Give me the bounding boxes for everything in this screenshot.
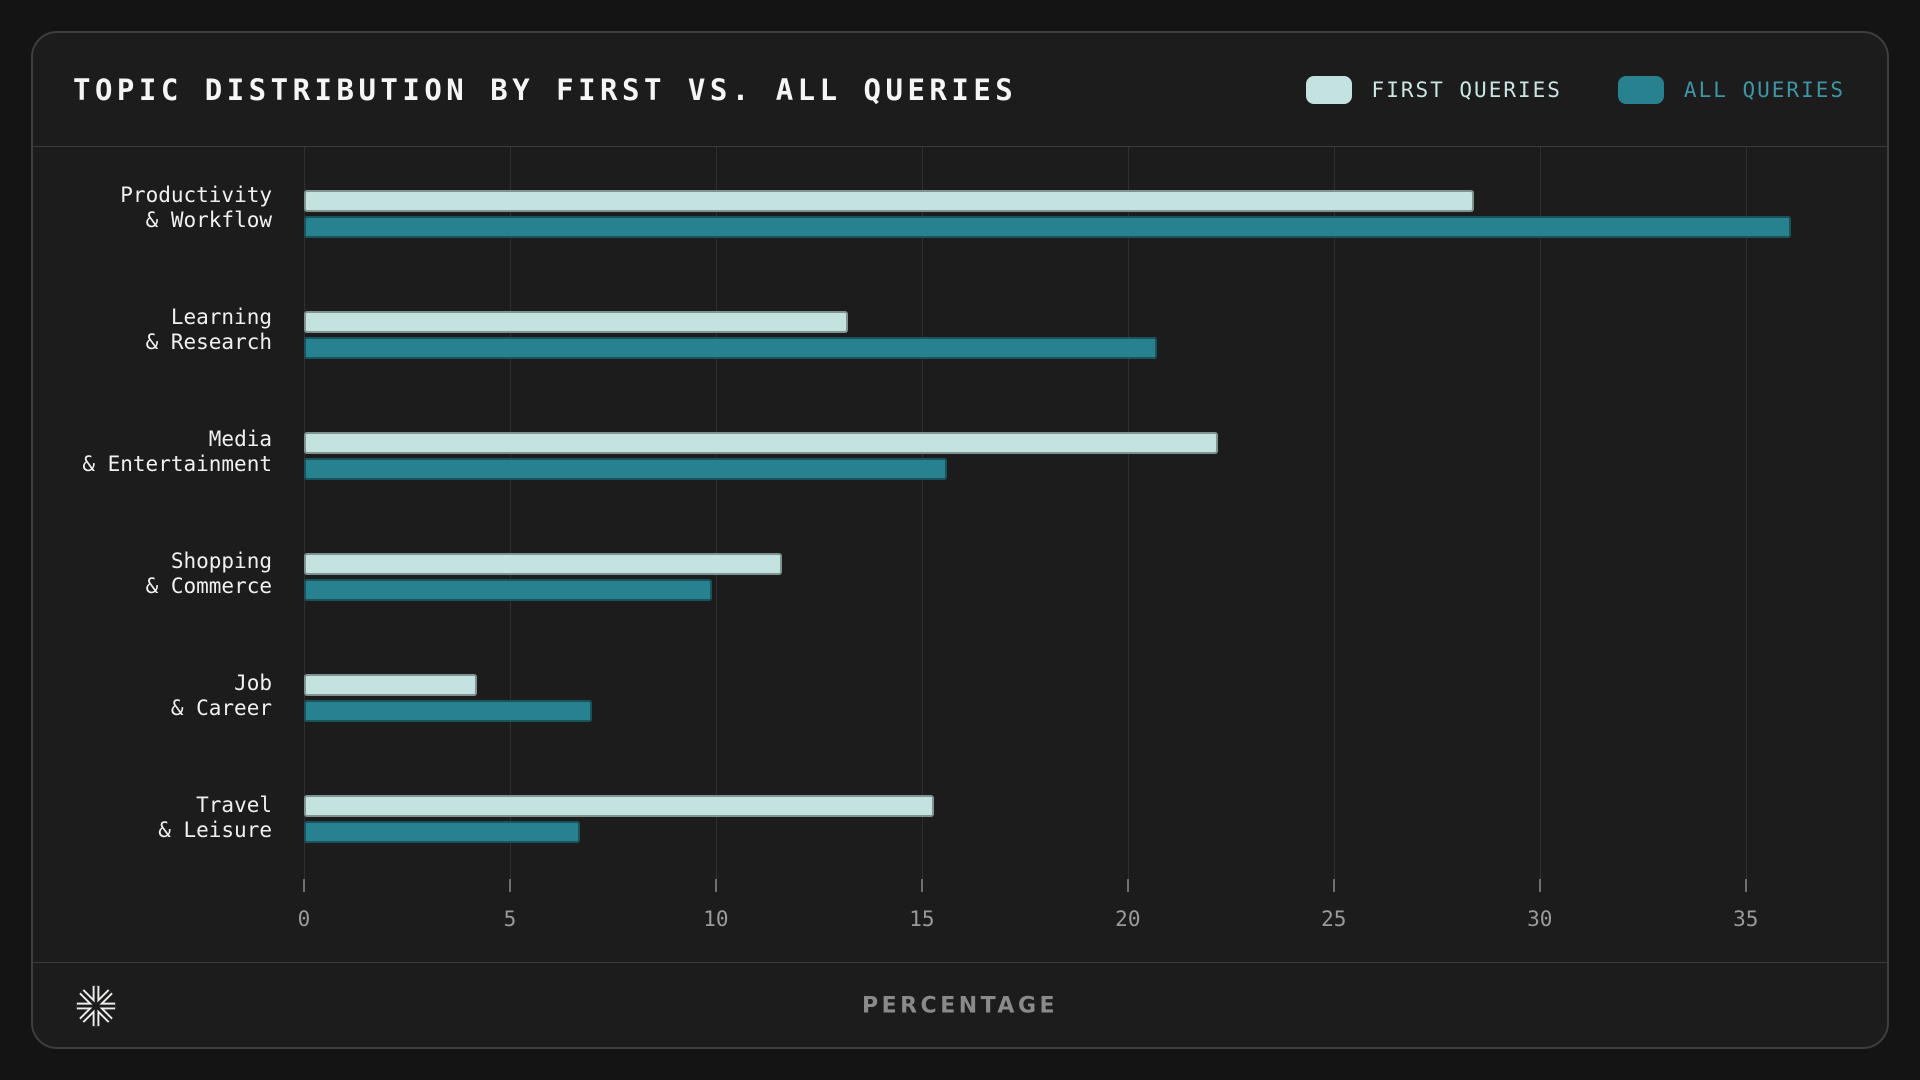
x-tick-label: 35	[1733, 907, 1759, 931]
x-tick-label: 30	[1527, 907, 1553, 931]
bar-all-queries	[304, 699, 593, 722]
x-tick	[508, 879, 511, 892]
gridline	[921, 147, 923, 879]
category-label: Shopping & Commerce	[33, 513, 304, 635]
bar-first-queries	[304, 431, 1219, 454]
category-label: Job & Career	[33, 635, 304, 757]
x-tick-label: 15	[909, 907, 935, 931]
x-axis: 0 5 10 15 20 25 30 35	[298, 879, 1859, 962]
bar-group	[304, 637, 1859, 758]
x-tick	[303, 879, 305, 892]
category-label-line: Learning	[170, 305, 272, 329]
bar-first-queries	[304, 794, 935, 817]
gridline	[1333, 147, 1335, 879]
bar-first-queries	[304, 673, 477, 696]
bars-layer	[304, 147, 1859, 879]
gridline	[715, 147, 717, 879]
bar-all-queries	[304, 336, 1157, 359]
category-label-line: & Entertainment	[82, 452, 272, 476]
category-labels-column: Productivity & Workflow Learning & Research…	[33, 147, 304, 879]
category-label-line: & Leisure	[158, 818, 272, 842]
category-label-line: & Workflow	[145, 208, 272, 232]
legend: FIRST QUERIES ALL QUERIES	[1305, 75, 1845, 104]
x-tick	[1744, 879, 1747, 892]
chart-header: TOPIC DISTRIBUTION BY FIRST VS. ALL QUER…	[33, 33, 1887, 147]
bar-group	[304, 395, 1859, 516]
bar-group	[304, 516, 1859, 637]
bar-first-queries	[304, 310, 848, 333]
legend-item-first-queries: FIRST QUERIES	[1305, 75, 1562, 104]
category-label: Productivity & Workflow	[33, 147, 304, 269]
x-tick-label: 10	[703, 907, 729, 931]
category-label-line: Travel	[196, 793, 272, 817]
category-label: Media & Entertainment	[33, 391, 304, 513]
category-label: Travel & Leisure	[33, 757, 304, 879]
legend-label-all-queries: ALL QUERIES	[1683, 77, 1845, 102]
x-tick-label: 25	[1321, 907, 1347, 931]
x-tick	[1126, 879, 1129, 892]
x-tick	[1332, 879, 1335, 892]
gridline	[1127, 147, 1129, 879]
chart-footer: PERCENTAGE	[33, 962, 1887, 1047]
chart-card: TOPIC DISTRIBUTION BY FIRST VS. ALL QUER…	[31, 31, 1889, 1049]
bar-all-queries	[304, 215, 1792, 238]
gridline	[509, 147, 511, 879]
bar-first-queries	[304, 189, 1474, 212]
chart-body: Productivity & Workflow Learning & Research…	[33, 147, 1887, 879]
bar-all-queries	[304, 820, 580, 843]
legend-item-all-queries: ALL QUERIES	[1617, 75, 1845, 104]
gridline	[1745, 147, 1747, 879]
chart-title: TOPIC DISTRIBUTION BY FIRST VS. ALL QUER…	[73, 72, 1018, 107]
legend-swatch-all-queries	[1617, 75, 1664, 104]
category-label-line: Job	[234, 671, 272, 695]
x-tick-label: 20	[1115, 907, 1141, 931]
category-label-line: Productivity	[120, 183, 272, 207]
x-tick-label: 0	[297, 907, 311, 931]
bar-group	[304, 153, 1859, 274]
bar-group	[304, 274, 1859, 395]
bar-all-queries	[304, 457, 947, 480]
gridline	[304, 147, 305, 879]
x-tick-label: 5	[503, 907, 517, 931]
category-label-line: Media	[208, 427, 272, 451]
x-axis-title: PERCENTAGE	[861, 993, 1059, 1019]
bar-group	[304, 758, 1859, 879]
category-label: Learning & Research	[33, 269, 304, 391]
bar-first-queries	[304, 552, 782, 575]
category-label-line: Shopping	[170, 549, 272, 573]
x-tick	[714, 879, 717, 892]
category-label-line: & Commerce	[145, 574, 272, 598]
plot-area	[304, 147, 1859, 879]
starburst-logo-icon	[76, 985, 116, 1027]
bar-all-queries	[304, 578, 712, 601]
legend-swatch-first-queries	[1305, 75, 1352, 104]
gridline	[1539, 147, 1541, 879]
category-label-line: & Research	[145, 330, 272, 354]
x-tick	[1538, 879, 1541, 892]
category-label-line: & Career	[170, 696, 272, 720]
legend-label-first-queries: FIRST QUERIES	[1371, 77, 1562, 102]
x-tick	[920, 879, 923, 892]
